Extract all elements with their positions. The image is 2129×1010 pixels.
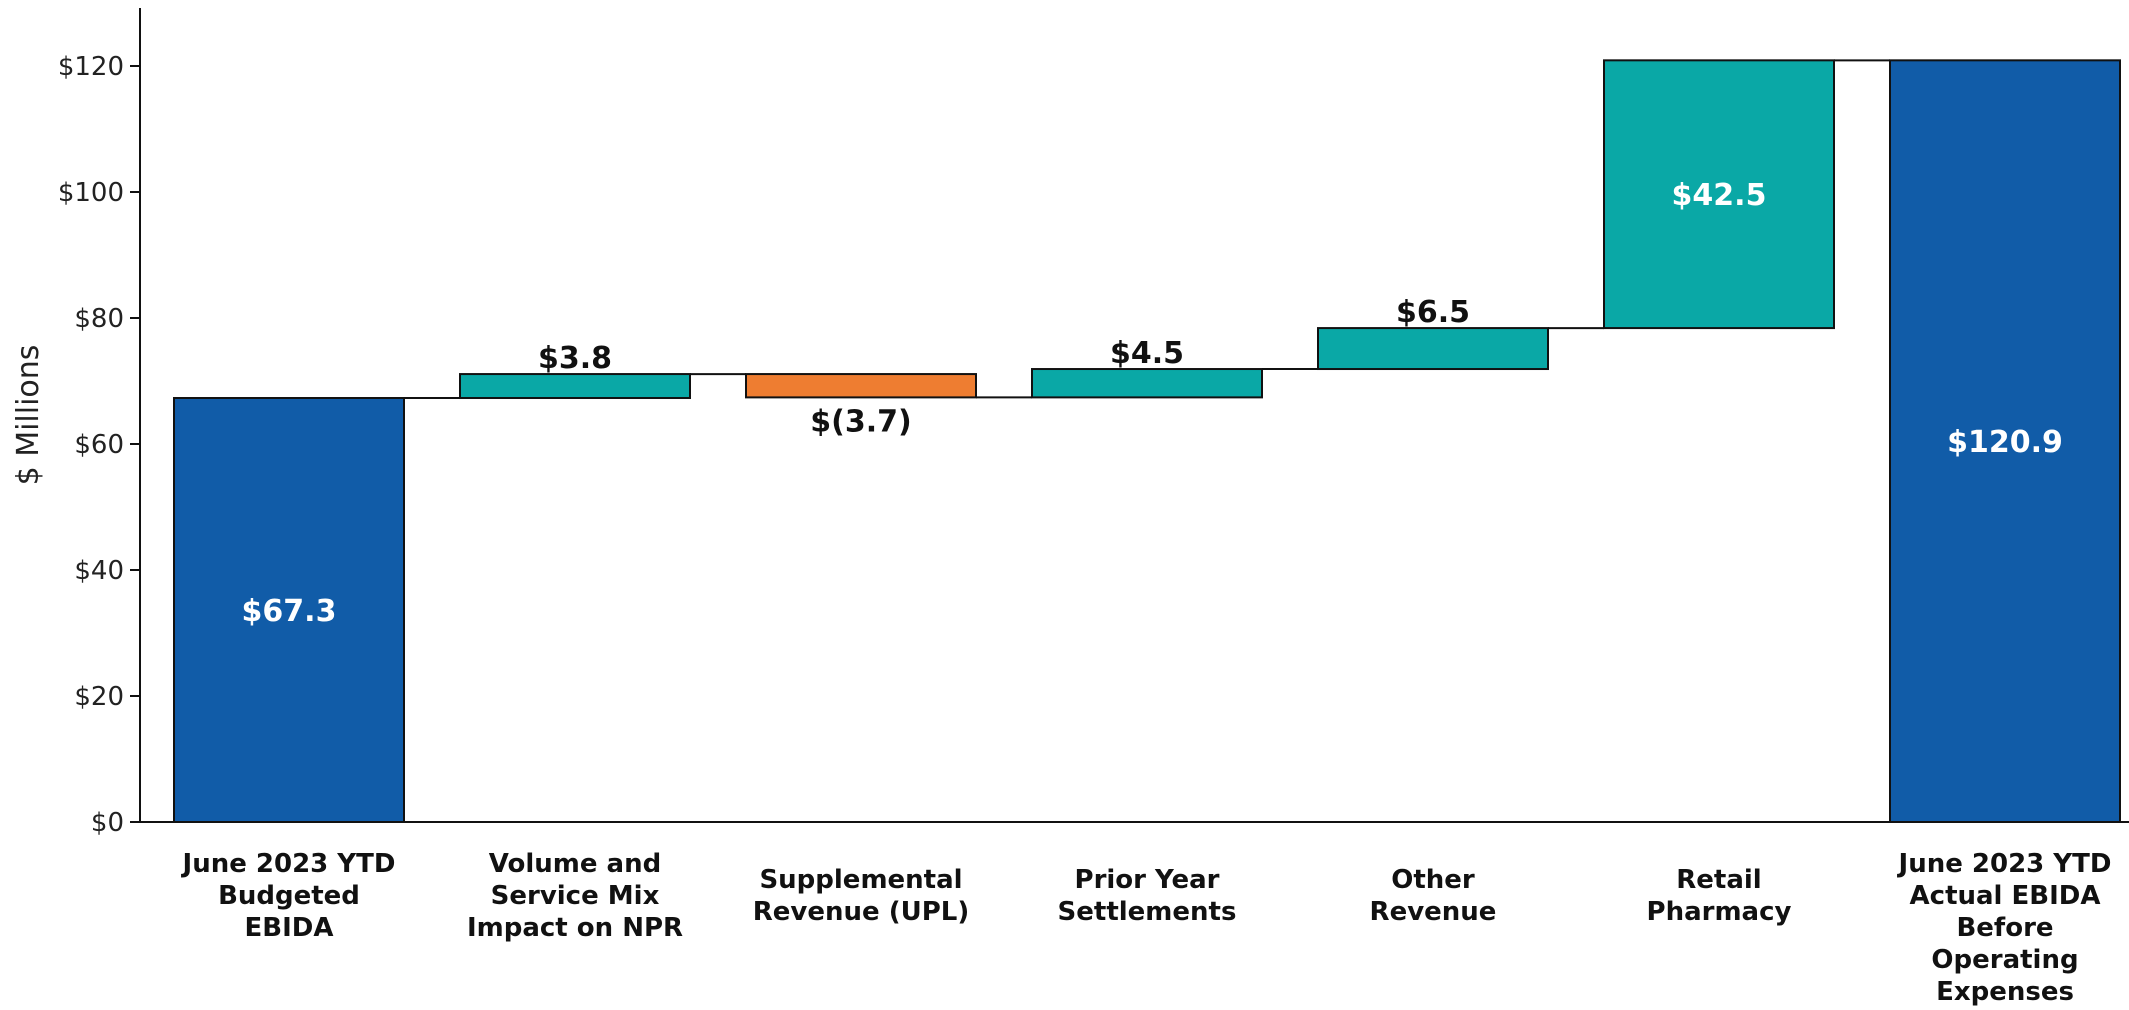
category-label: EBIDA — [245, 913, 334, 943]
category-label: Budgeted — [218, 881, 360, 911]
category-label: June 2023 YTD — [181, 849, 396, 879]
y-tick-label: $20 — [74, 682, 124, 712]
bar-total — [1889, 59, 2121, 823]
category-label: Volume and — [489, 849, 661, 879]
category-label: Actual EBIDA — [1910, 881, 2101, 911]
y-axis-title: $ Millions — [11, 345, 46, 486]
category-label: Expenses — [1936, 977, 2074, 1007]
y-tick-label: $40 — [74, 556, 124, 586]
category-label: Prior Year — [1075, 865, 1220, 895]
category-label: Impact on NPR — [467, 913, 683, 943]
category-label: Settlements — [1058, 897, 1237, 927]
category-label: Revenue — [1370, 897, 1497, 927]
category-label: Other — [1391, 865, 1475, 895]
category-label: Supplemental — [759, 865, 962, 895]
y-tick-label: $0 — [91, 808, 124, 838]
y-tick-label: $60 — [74, 430, 124, 460]
bar-total — [173, 397, 405, 823]
y-axis-ticks: $0 $20 $40 $60 $80 $100 $120 — [58, 52, 140, 838]
bar-increase — [459, 373, 691, 400]
y-tick-label: $120 — [58, 52, 124, 82]
category-label: Before — [1956, 913, 2053, 943]
category-label: Revenue (UPL) — [753, 897, 969, 927]
bar-decrease — [745, 373, 977, 399]
y-tick-label: $80 — [74, 304, 124, 334]
y-tick-label: $100 — [58, 178, 124, 208]
data-label: $(3.7) — [810, 404, 911, 439]
bar-increase — [1603, 59, 1835, 330]
category-label: June 2023 YTD — [1897, 849, 2112, 879]
data-label: $4.5 — [1110, 336, 1184, 371]
category-label: Operating — [1931, 945, 2078, 975]
bar-increase — [1031, 368, 1263, 399]
data-label: $42.5 — [1672, 178, 1767, 213]
connector-lines — [404, 59, 1890, 400]
data-label: $67.3 — [242, 594, 337, 629]
bars — [173, 59, 2121, 823]
category-label: Retail — [1676, 865, 1761, 895]
data-labels: $67.3 $3.8 $(3.7) $4.5 $6.5 $42.5 $120.9 — [242, 178, 2063, 629]
bar-increase — [1317, 327, 1549, 371]
data-label: $3.8 — [538, 341, 612, 376]
data-label: $6.5 — [1396, 295, 1470, 330]
axes — [139, 8, 2129, 823]
category-label: Service Mix — [491, 881, 660, 911]
data-label: $120.9 — [1947, 425, 2063, 460]
category-label: Pharmacy — [1647, 897, 1792, 927]
